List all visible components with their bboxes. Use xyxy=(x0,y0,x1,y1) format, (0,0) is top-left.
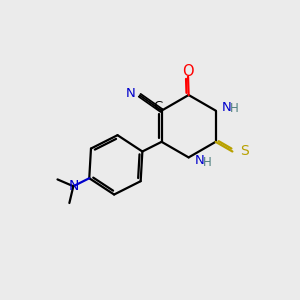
Text: O: O xyxy=(182,64,194,79)
Text: C: C xyxy=(153,100,162,113)
Text: N: N xyxy=(126,87,136,100)
Text: H: H xyxy=(203,156,212,169)
Text: H: H xyxy=(230,102,239,115)
Text: N: N xyxy=(195,154,205,167)
Text: N: N xyxy=(68,179,79,193)
Text: S: S xyxy=(240,145,249,158)
Text: N: N xyxy=(222,100,232,114)
